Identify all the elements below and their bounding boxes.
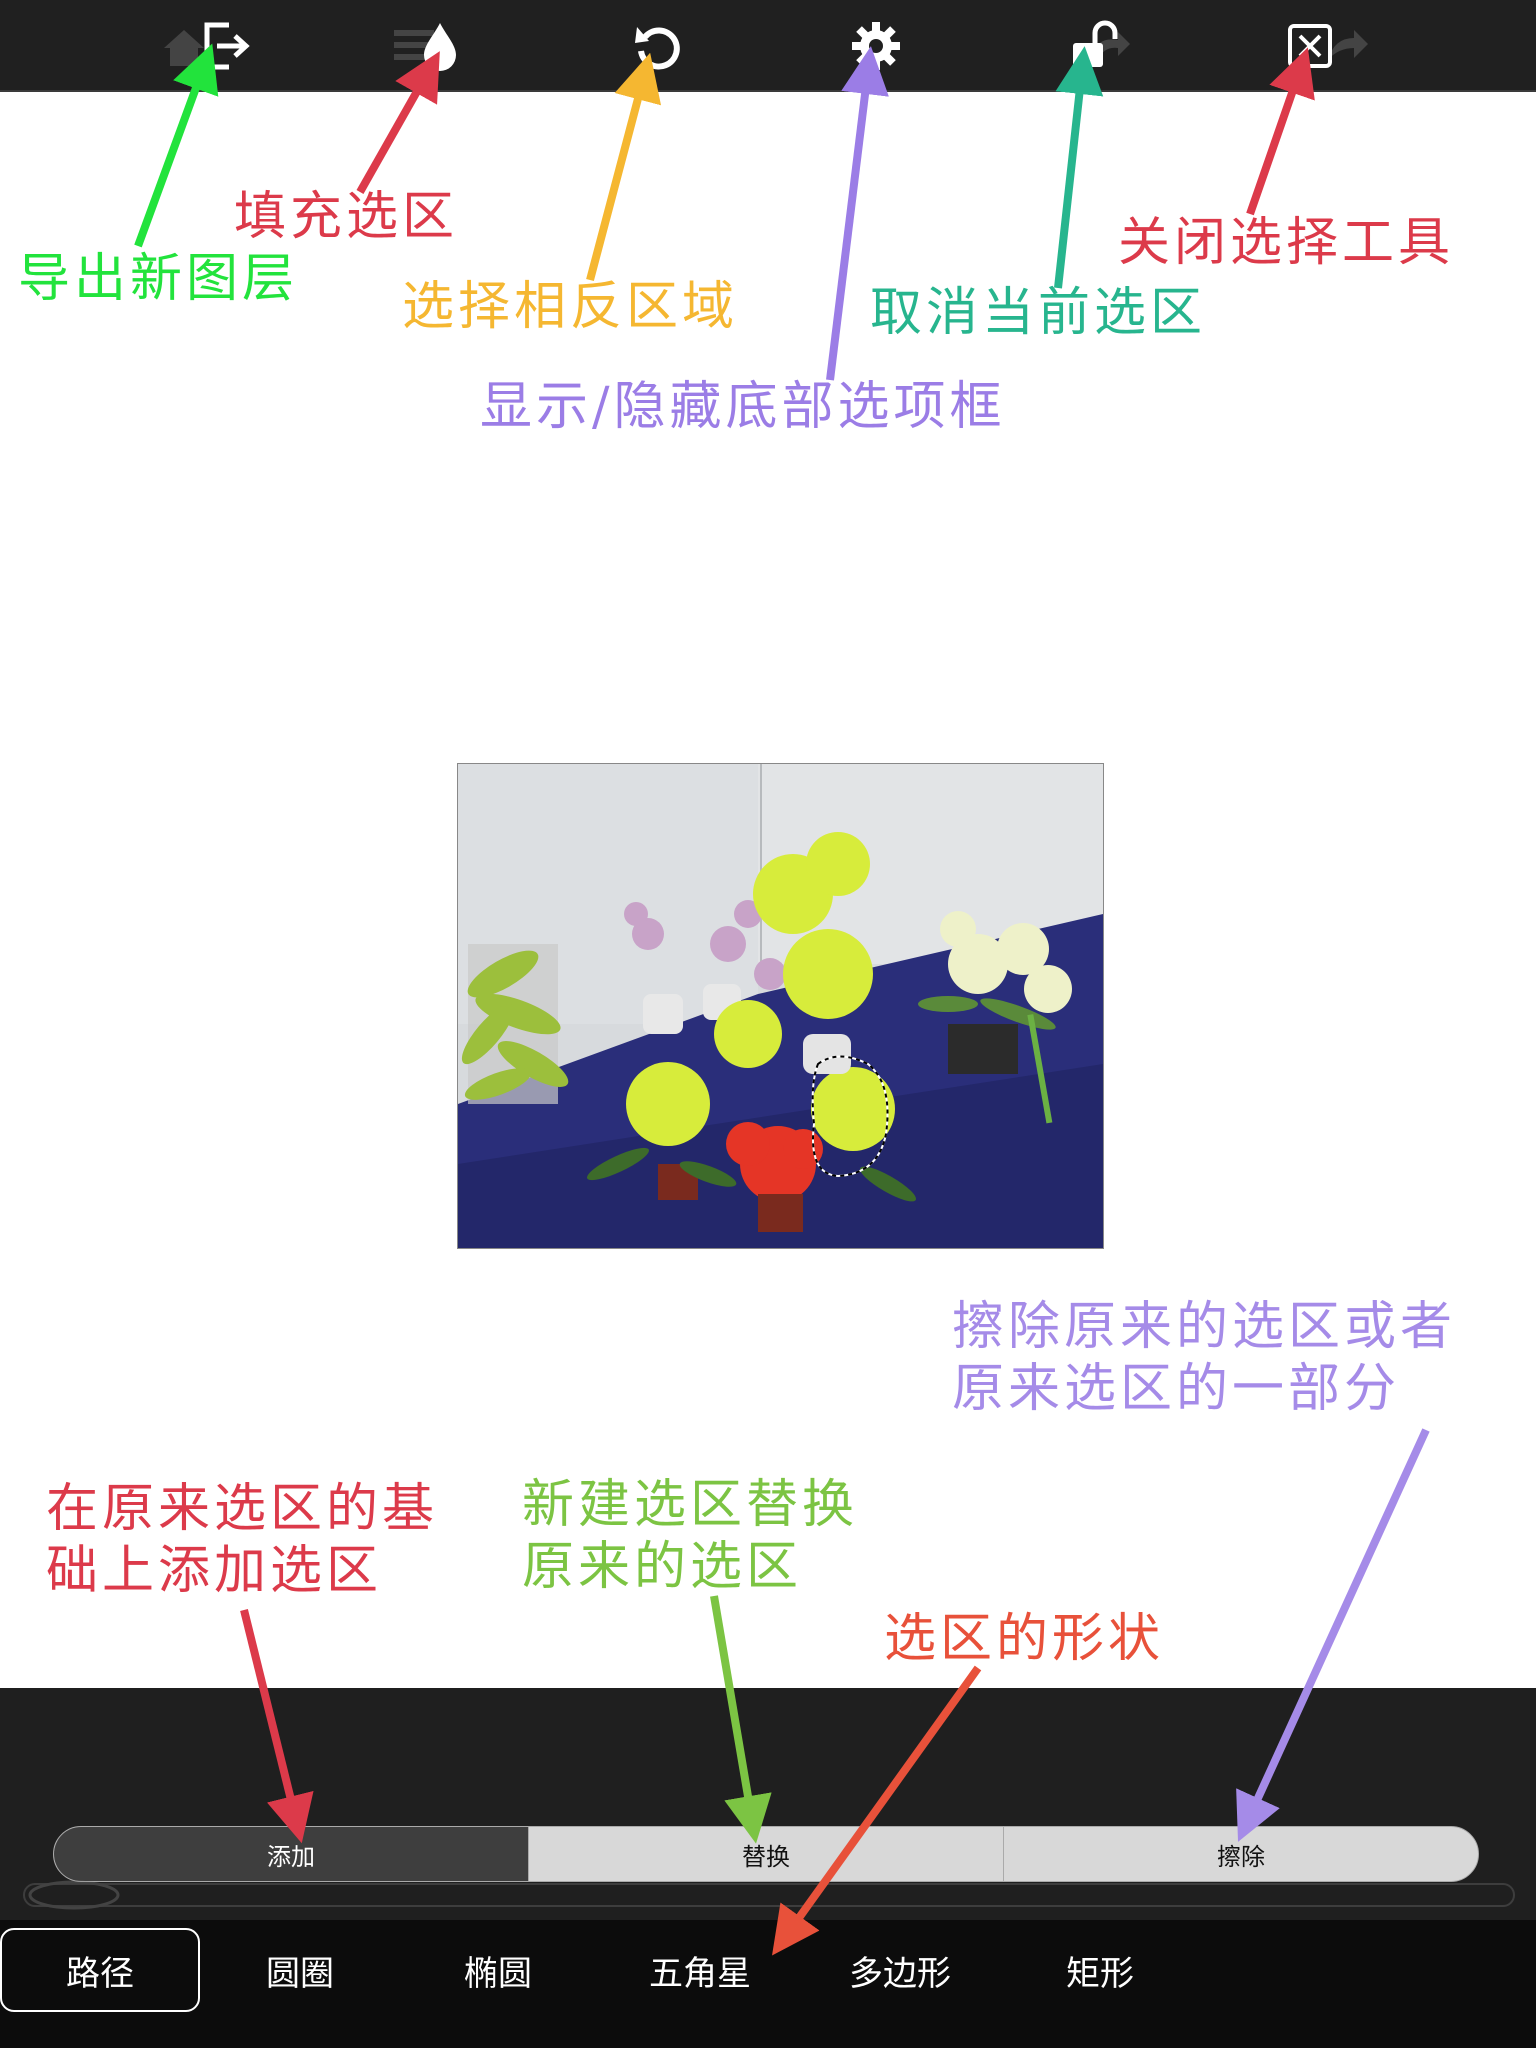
annotation-erase-line1: 擦除原来的选区或者 (952, 1297, 1457, 1357)
annotation-export-layer: 导出新图层 (18, 249, 299, 309)
annotation-erase-line2: 原来选区的一部分 (952, 1359, 1401, 1420)
annotation-replace-mode: 新建选区替换 原来的选区 (522, 1474, 858, 1599)
annotation-replace-line1: 新建选区替换 (522, 1475, 859, 1535)
shape-bar (0, 1920, 1536, 2048)
fill-selection-button[interactable] (408, 14, 472, 78)
unlock-icon (1073, 20, 1118, 67)
shape-circle-button[interactable]: 圆圈 (266, 1954, 334, 1993)
mode-add-button[interactable]: 添加 (54, 1827, 528, 1881)
top-toolbar (0, 0, 1536, 92)
export-layer-button[interactable] (194, 14, 258, 78)
annotation-close-tool: 关闭选择工具 (1118, 213, 1455, 273)
droplet-icon (424, 23, 456, 71)
annotation-cancel-selection: 取消当前选区 (870, 283, 1207, 343)
annotation-add-mode: 在原来选区的基 础上添加选区 (46, 1478, 438, 1603)
shape-rectangle-button[interactable]: 矩形 (1066, 1954, 1134, 1993)
export-icon (204, 22, 250, 70)
annotation-add-line2: 础上添加选区 (46, 1541, 383, 1602)
mode-erase-button[interactable]: 擦除 (1003, 1827, 1478, 1881)
annotation-add-line1: 在原来选区的基 (46, 1479, 439, 1539)
shape-ellipse-button[interactable]: 椭圆 (464, 1954, 532, 1993)
shape-polygon-button[interactable]: 多边形 (849, 1954, 951, 1993)
forward-icon (1328, 30, 1368, 60)
invert-selection-button[interactable] (626, 14, 690, 78)
close-tool-button[interactable] (1278, 14, 1342, 78)
annotation-shape: 选区的形状 (884, 1609, 1165, 1669)
gear-icon (852, 22, 900, 70)
undo-arrow-icon (635, 27, 680, 70)
shape-star-button[interactable]: 五角星 (649, 1954, 751, 1993)
mode-replace-button[interactable]: 替换 (528, 1827, 1003, 1881)
background-slider (23, 1880, 1515, 1910)
shape-path-button[interactable]: 路径 (0, 1928, 200, 2012)
settings-button[interactable] (844, 14, 908, 78)
annotation-fill-selection: 填充选区 (234, 187, 459, 247)
close-box-icon (1288, 24, 1332, 68)
annotation-erase-mode: 擦除原来的选区或者 原来选区的一部分 (952, 1296, 1456, 1421)
annotation-replace-line2: 原来的选区 (522, 1537, 803, 1598)
deselect-button[interactable] (1062, 14, 1126, 78)
annotation-toggle-options: 显示/隐藏底部选项框 (480, 377, 1006, 437)
selection-mode-segment: 添加 替换 擦除 (53, 1826, 1479, 1882)
canvas-photo[interactable] (457, 763, 1104, 1249)
annotation-invert-selection: 选择相反区域 (402, 277, 739, 337)
flower-photo (458, 764, 1103, 1248)
